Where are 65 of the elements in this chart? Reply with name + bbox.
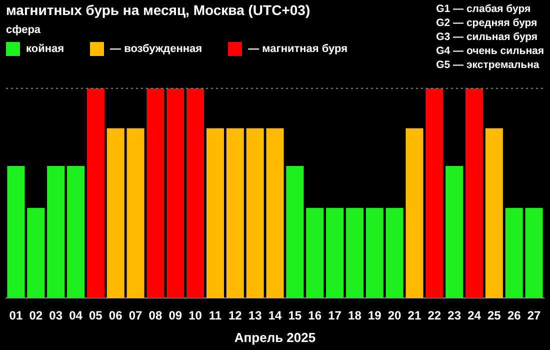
bar	[166, 88, 184, 298]
bar	[286, 166, 304, 298]
x-tick-label: 11	[208, 308, 222, 323]
x-tick-label: 10	[188, 308, 202, 323]
bar	[505, 208, 523, 298]
bar	[406, 128, 424, 298]
x-tick-label: 27	[527, 308, 542, 323]
bar	[7, 166, 25, 298]
chart-title: магнитных бурь на месяц, Москва (UTC+03)	[6, 2, 312, 18]
x-tick-label: 01	[9, 308, 23, 323]
text: G3 — сильная буря	[436, 30, 539, 44]
legend-title: сфера	[6, 24, 42, 36]
x-tick-label: 16	[308, 308, 322, 323]
bar	[86, 88, 104, 298]
bar	[66, 166, 85, 298]
bar	[465, 88, 484, 298]
bar	[426, 88, 444, 298]
x-tick-label: 15	[288, 308, 302, 323]
x-tick-label: 17	[328, 308, 342, 323]
bar	[206, 128, 224, 298]
x-tick-label: 07	[128, 308, 143, 323]
text: G5 — экстремальна	[436, 58, 540, 72]
legend-label: — магнитная буря	[248, 43, 348, 55]
bar	[226, 128, 244, 298]
bar	[246, 128, 264, 298]
bar	[525, 208, 543, 298]
bar	[366, 208, 384, 298]
x-tick-label: 14	[268, 308, 282, 323]
bar	[126, 128, 144, 298]
bar	[146, 88, 164, 298]
x-tick-label: 03	[49, 308, 63, 323]
bar	[266, 128, 284, 298]
bar	[485, 128, 503, 298]
bar	[106, 128, 124, 298]
x-tick-label: 24	[468, 308, 482, 323]
bar	[306, 208, 324, 298]
x-tick-label: 22	[428, 308, 442, 323]
x-tick-label: 09	[168, 308, 182, 323]
x-tick-label: 20	[388, 308, 402, 323]
x-tick-label: 04	[69, 308, 83, 323]
bar	[326, 208, 344, 298]
x-tick-label: 26	[507, 308, 522, 323]
x-tick-label: 19	[368, 308, 382, 323]
legend-label: койная	[26, 43, 64, 55]
text: G4 — очень сильная	[436, 44, 544, 58]
bar	[386, 208, 404, 298]
text: G2 — средняя буря	[436, 16, 538, 30]
bar	[186, 88, 204, 298]
bar	[346, 208, 364, 298]
x-axis-title: Апрель 2025	[234, 330, 316, 345]
x-tick-label: 12	[228, 308, 242, 323]
bar	[27, 208, 45, 298]
x-tick-label: 05	[88, 308, 103, 323]
x-tick-label: 06	[108, 308, 123, 323]
x-tick-label: 23	[448, 308, 462, 323]
x-tick-label: 08	[148, 308, 162, 323]
bar	[446, 166, 464, 298]
x-tick-label: 02	[29, 308, 43, 323]
bar	[47, 166, 65, 298]
legend-label: — возбужденная	[110, 43, 202, 55]
x-tick-label: 21	[408, 308, 422, 323]
x-tick-label: 25	[488, 308, 502, 323]
x-tick-label: 13	[248, 308, 262, 323]
x-tick-label: 18	[348, 308, 362, 323]
text: G1 — слабая буря	[436, 2, 532, 16]
